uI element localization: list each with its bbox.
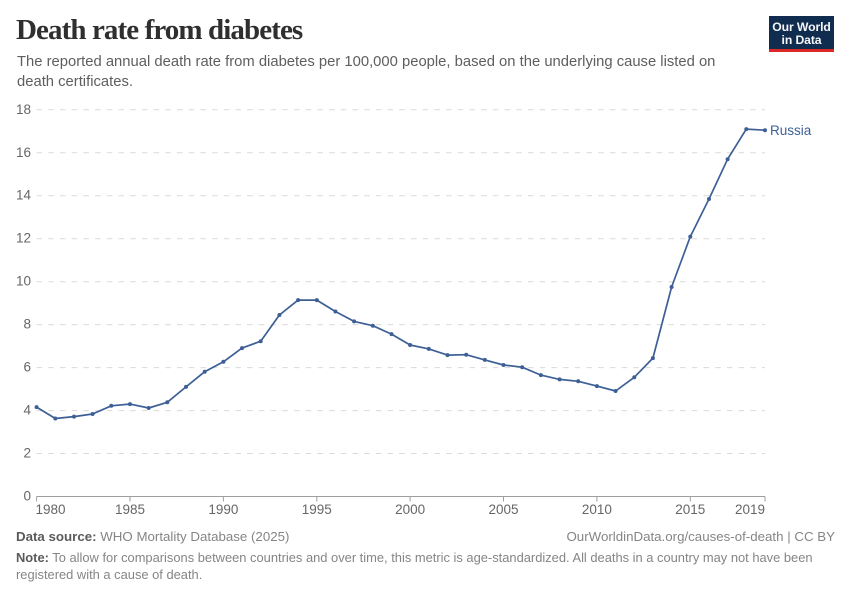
svg-text:2: 2: [23, 446, 31, 461]
svg-text:Russia: Russia: [770, 123, 812, 138]
svg-text:1990: 1990: [208, 502, 238, 517]
svg-text:2019: 2019: [735, 502, 765, 517]
svg-text:2015: 2015: [675, 502, 705, 517]
svg-text:14: 14: [16, 188, 32, 203]
svg-text:12: 12: [16, 231, 31, 246]
svg-text:10: 10: [16, 274, 31, 289]
svg-text:2005: 2005: [488, 502, 518, 517]
svg-text:4: 4: [23, 403, 31, 418]
svg-text:2000: 2000: [395, 502, 425, 517]
svg-text:18: 18: [16, 102, 31, 117]
svg-text:8: 8: [23, 317, 31, 332]
svg-text:1985: 1985: [115, 502, 145, 517]
svg-text:2010: 2010: [582, 502, 612, 517]
svg-text:6: 6: [23, 360, 31, 375]
svg-text:1995: 1995: [302, 502, 332, 517]
svg-text:16: 16: [16, 145, 31, 160]
svg-text:1980: 1980: [36, 502, 66, 517]
svg-text:0: 0: [23, 489, 31, 504]
